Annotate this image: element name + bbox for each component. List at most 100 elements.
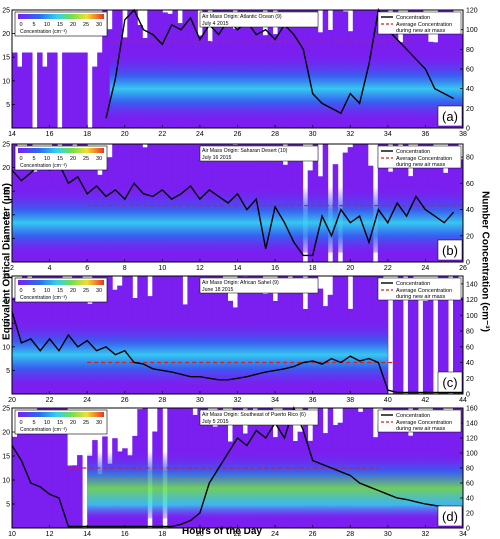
y-tick-label: 20 (2, 31, 10, 38)
heatmap-column (32, 414, 38, 528)
subtitle-text: July 16 2015 (202, 155, 232, 161)
x-tick-label: 16 (271, 265, 279, 272)
x-tick-label: 22 (234, 531, 242, 538)
x-tick-label: 36 (422, 131, 430, 138)
x-tick-label: 20 (121, 131, 129, 138)
heatmap-column (77, 52, 83, 128)
colorbar-title: Concentration (cm⁻³) (20, 29, 67, 35)
legend-label-average: Average Concentration during new air mass (396, 156, 452, 168)
heatmap-column (407, 276, 414, 394)
colorbar-tick-label: 10 (44, 22, 50, 28)
y2-tick-label: 140 (466, 421, 478, 428)
x-tick-label: 40 (384, 397, 392, 404)
colorbar-tick-label: 20 (70, 288, 76, 294)
heatmap-column (47, 408, 53, 528)
panel-label: (a) (437, 105, 463, 127)
x-tick-label: 18 (158, 531, 166, 538)
y-tick-label: 10 (2, 478, 10, 485)
y2-tick-label: 80 (466, 47, 474, 54)
x-tick-label: 30 (384, 531, 392, 538)
title-box (199, 11, 319, 28)
panel-label-box (437, 505, 463, 527)
colorbar-tick-label: 0 (19, 288, 22, 294)
heatmap-column (57, 408, 63, 528)
y2-tick-label: 0 (466, 260, 470, 267)
title-box (199, 145, 319, 162)
heatmap (12, 10, 464, 129)
colorbar: 0 5 10 15 20 25 30 Concentration (cm⁻³) (14, 11, 108, 37)
colorbar-tick-label: 25 (83, 22, 89, 28)
heatmap-column (82, 52, 88, 128)
colorbar-tick-label: 15 (57, 156, 63, 162)
x-tick-label: 28 (158, 397, 166, 404)
colorbar-gradient (18, 412, 104, 417)
x-tick-label: 16 (46, 131, 54, 138)
heatmap-column (453, 276, 459, 394)
y-tick-label: 25 (2, 406, 10, 413)
panel-label-text: (a) (442, 109, 458, 124)
legend-label-concentration: Concentration (396, 15, 430, 21)
colorbar-tick-label: 30 (96, 156, 102, 162)
panel-label-box (437, 371, 463, 393)
y2-tick-label: 60 (466, 181, 474, 188)
legend-box (377, 11, 462, 35)
y2-tick-label: 120 (466, 8, 478, 15)
x-tick-label: 32 (234, 397, 242, 404)
x-tick-label: 22 (384, 265, 392, 272)
y2-tick-label: 60 (466, 67, 474, 74)
heatmap-column (62, 408, 68, 528)
heatmap-column (422, 300, 429, 394)
colorbar-tick-label: 0 (19, 156, 22, 162)
y2-tick-label: 160 (466, 406, 478, 413)
heatmap-column (27, 427, 33, 528)
y-tick-label: 15 (2, 454, 10, 461)
colorbar-tick-label: 10 (44, 156, 50, 162)
x-tick-label: 30 (196, 397, 204, 404)
heatmap-column (392, 288, 399, 394)
panel-label: (d) (437, 505, 463, 527)
y-tick-label: 10 (2, 212, 10, 219)
x-tick-label: 30 (309, 131, 317, 138)
heatmap-column (12, 436, 18, 528)
legend-box (377, 145, 462, 169)
y2-tick-label: 120 (466, 436, 478, 443)
heatmap-column (62, 52, 68, 128)
concentration-band (87, 451, 463, 519)
y2-tick-label: 0 (466, 392, 470, 399)
heatmap-column (72, 465, 78, 528)
heatmap-column (37, 408, 43, 528)
y2-tick-label: 40 (466, 207, 474, 214)
heatmap-column (97, 52, 103, 128)
heatmap-column (443, 276, 449, 394)
colorbar-title: Concentration (cm⁻³) (20, 295, 67, 301)
colorbar-tick-label: 0 (19, 22, 22, 28)
x-tick-label: 26 (459, 265, 467, 272)
heatmap-column (67, 465, 73, 528)
x-tick-label: 24 (271, 531, 279, 538)
title-text: Air Mass Origin: Atlantic Ocean (9) (202, 14, 282, 20)
x-tick-label: 32 (422, 531, 430, 538)
panel-label-text: (b) (442, 243, 458, 258)
colorbar-tick-label: 10 (44, 420, 50, 426)
x-tick-label: 34 (459, 531, 467, 538)
concentration-line (11, 162, 455, 257)
colorbar-tick-label: 25 (83, 156, 89, 162)
colorbar-tick-label: 15 (57, 22, 63, 28)
y2-tick-label: 20 (466, 106, 474, 113)
heatmap-column (72, 52, 78, 128)
legend-box (377, 277, 462, 301)
x-tick-label: 4 (48, 265, 52, 272)
title-text: Air Mass Origin: Saharan Desert (10) (202, 148, 288, 154)
heatmap-column (67, 52, 73, 128)
y2-tick-label: 100 (466, 27, 478, 34)
air-mass-title: Air Mass Origin: Southeast of Puerto Ric… (199, 409, 319, 426)
y2-tick-label: 100 (466, 451, 478, 458)
colorbar-tick-label: 30 (96, 288, 102, 294)
x-tick-label: 24 (422, 265, 430, 272)
colorbar-tick-label: 5 (32, 156, 35, 162)
colorbar-title: Concentration (cm⁻³) (20, 163, 67, 169)
concentration-band (12, 186, 463, 253)
